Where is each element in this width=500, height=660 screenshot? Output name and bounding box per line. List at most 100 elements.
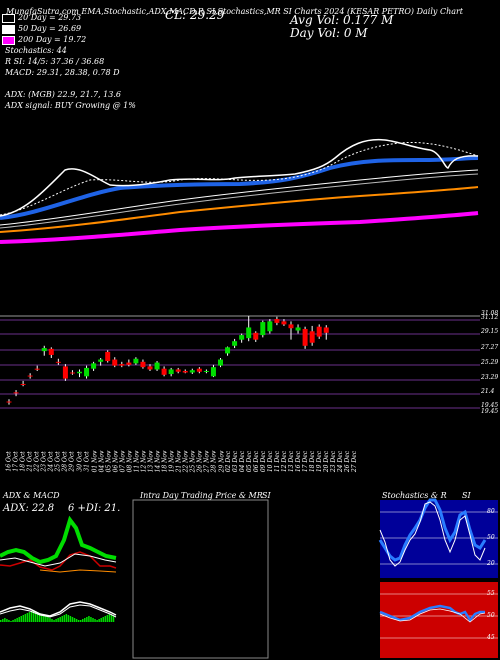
price-level-label: 29.15 [481, 328, 499, 335]
rsi-line [379, 604, 485, 623]
day-volume-label: Day Vol: 0 M [290, 26, 368, 40]
price-level-label: 23.29 [481, 374, 499, 381]
candle [62, 364, 68, 381]
macd-histogram-bar [86, 617, 88, 622]
x-axis-label: 30 Oct [76, 451, 84, 472]
legend-item-ema50: 50 Day = 26.69 [2, 23, 86, 34]
candle [302, 326, 308, 349]
intraday-title: Intra Day Trading Price & MR [140, 491, 263, 500]
x-axis-label: 08 Nov [126, 450, 134, 473]
macd-histogram-bar [32, 610, 35, 622]
candle [69, 370, 75, 375]
rsi-tick-45: 45 [487, 634, 495, 641]
x-axis-label: 29 Nov [217, 450, 225, 473]
x-axis-label: 29 Oct [69, 451, 77, 472]
candle [133, 357, 139, 365]
candle-body-down [316, 326, 322, 337]
ema-legend: 20 Day = 29.73 50 Day = 26.69 200 Day = … [2, 12, 86, 45]
candle-body-down [196, 368, 202, 372]
candle [203, 369, 209, 374]
candle [232, 338, 238, 349]
candle-body-down [126, 362, 132, 365]
candle [210, 364, 216, 378]
adx-line [0, 553, 117, 567]
candle [182, 369, 188, 374]
candle [105, 350, 111, 363]
candle [161, 366, 167, 377]
macd-histogram-bar [110, 615, 113, 622]
candle-body-down [20, 383, 26, 385]
candle [260, 320, 266, 338]
candle-body-down [182, 370, 188, 373]
legend-swatch-ema200 [2, 35, 15, 45]
macd-histogram-bar [14, 619, 16, 622]
x-axis-label: 11 Dec [274, 450, 282, 473]
macd-histogram-bar [67, 615, 70, 622]
candle [154, 361, 160, 371]
x-axis-label: 10 Dec [266, 450, 274, 473]
candle-body-down [69, 372, 75, 374]
macd-histogram-bar [49, 618, 51, 622]
macd-histogram-bar [43, 615, 45, 622]
x-axis-label: 27 Dec [351, 450, 359, 473]
candle-body-down [105, 351, 111, 362]
candle-body-up [246, 327, 252, 339]
candle-body-down [309, 331, 315, 343]
candle-body-up [203, 370, 209, 372]
stoch-tick-80: 80 [487, 508, 495, 515]
x-axis-label: 02 Dec [224, 450, 232, 473]
macd-histogram-bar [2, 619, 4, 622]
legend-swatch-ema20 [2, 13, 15, 23]
macd-histogram-bar [57, 618, 59, 622]
macd-histogram-bar [82, 619, 84, 622]
candle [6, 399, 12, 405]
legend-item-ema200: 200 Day = 19.72 [2, 34, 86, 45]
candle [34, 365, 40, 371]
macd-histogram-bar [98, 619, 100, 622]
macd-histogram-bar [88, 616, 90, 622]
x-axis-label: 17 Oct [12, 451, 20, 472]
x-axis-label: 16 Dec [295, 450, 303, 473]
candle [140, 359, 146, 369]
candle-body-down [323, 327, 329, 333]
candle-body-up [267, 321, 273, 332]
candle-body-up [98, 359, 104, 362]
x-axis-label: 07 Nov [119, 450, 127, 473]
candle-body-up [133, 358, 139, 364]
price-level-label: 31.08 [481, 310, 499, 317]
macd-histogram-bar [59, 617, 61, 622]
macd-histogram-bar [96, 620, 98, 622]
price-level-label: 21.4 [481, 388, 495, 395]
candles [6, 316, 329, 405]
macd-line [0, 601, 117, 617]
macd-histogram-bar [102, 617, 104, 622]
x-axis-label: 09 Dec [259, 450, 267, 473]
adx-macd-title: ADX & MACD [3, 491, 60, 500]
x-axis-label: 04 Nov [98, 450, 106, 473]
candle [246, 316, 252, 342]
candle-body-down [34, 368, 40, 370]
macd-histogram-bar [6, 619, 8, 622]
candle-body-up [239, 335, 245, 340]
stoch-d-line [379, 501, 486, 567]
candle [175, 367, 181, 374]
candle-body-up [260, 322, 266, 336]
candle [119, 361, 125, 368]
ema-lines [0, 138, 479, 244]
candle-body-down [288, 324, 294, 329]
price-level-lines [0, 315, 480, 409]
macd-histogram-bar [22, 615, 25, 622]
candle [225, 346, 231, 356]
x-axis-label: 03 Dec [231, 450, 239, 473]
price-level-label: 27.27 [481, 344, 499, 351]
price-level-label: 19.45 [481, 402, 499, 409]
candle-body-up [154, 362, 160, 370]
candle [112, 357, 118, 368]
macd-histogram-bar [20, 616, 22, 622]
candle-body-down [140, 361, 146, 368]
candle-body-down [48, 348, 54, 355]
adx-macd-panel [0, 500, 120, 660]
candle [91, 361, 97, 371]
macd-histogram-bar [4, 618, 6, 622]
adx-value-label: ADX: 22.8 [3, 503, 55, 514]
